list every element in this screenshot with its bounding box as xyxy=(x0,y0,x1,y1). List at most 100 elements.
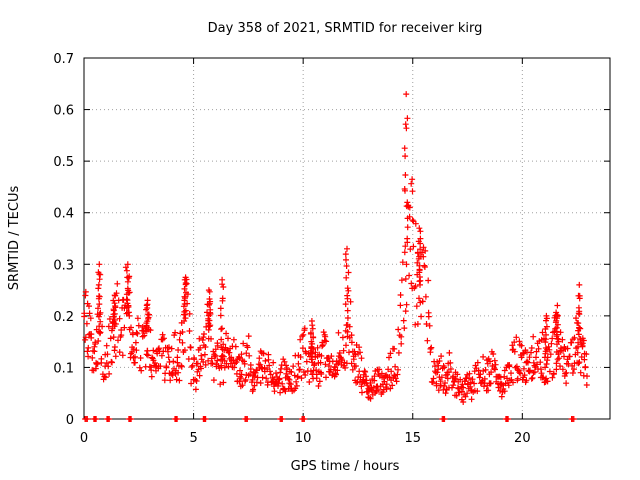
data-point xyxy=(349,366,356,373)
data-point xyxy=(217,312,224,319)
data-point xyxy=(516,369,523,376)
data-point xyxy=(370,384,377,391)
data-point xyxy=(555,351,562,358)
data-point xyxy=(539,329,546,336)
data-point xyxy=(386,354,392,361)
data-point xyxy=(148,373,155,380)
data-point xyxy=(510,379,516,386)
data-point xyxy=(178,363,185,370)
data-point xyxy=(446,349,453,356)
data-point xyxy=(414,249,421,256)
data-point xyxy=(528,349,534,356)
data-point xyxy=(130,346,137,353)
data-point xyxy=(342,251,349,258)
data-point xyxy=(423,321,430,327)
data-point xyxy=(240,340,247,347)
data-point xyxy=(343,263,350,269)
data-point xyxy=(511,339,518,346)
data-point xyxy=(279,416,286,422)
data-point xyxy=(205,287,212,294)
data-point xyxy=(175,347,182,353)
data-point xyxy=(125,309,131,316)
data-point xyxy=(559,366,566,373)
data-point xyxy=(427,345,434,352)
data-point xyxy=(91,348,98,355)
data-point xyxy=(245,333,252,340)
data-point xyxy=(211,353,218,360)
data-point xyxy=(197,344,204,351)
data-point xyxy=(196,372,203,379)
data-point xyxy=(546,346,553,353)
data-point xyxy=(133,329,140,336)
data-point xyxy=(404,115,411,122)
data-point xyxy=(283,362,289,369)
data-point xyxy=(459,381,466,388)
data-point xyxy=(309,325,316,332)
data-point xyxy=(174,359,181,366)
data-point xyxy=(132,359,138,366)
data-point xyxy=(418,313,425,320)
data-point xyxy=(188,380,195,387)
data-point xyxy=(401,186,408,192)
data-point xyxy=(202,416,209,422)
data-point xyxy=(308,318,315,324)
data-point xyxy=(179,339,186,346)
data-point xyxy=(543,361,550,367)
data-point xyxy=(417,253,424,260)
data-point xyxy=(402,243,409,250)
data-point xyxy=(584,373,590,380)
data-point xyxy=(218,326,225,333)
data-point xyxy=(506,362,513,368)
data-point xyxy=(362,368,369,375)
data-point xyxy=(328,353,335,360)
data-point xyxy=(485,387,492,394)
data-point xyxy=(530,359,537,366)
data-point xyxy=(123,296,130,303)
data-point xyxy=(302,372,309,378)
data-point xyxy=(441,416,448,422)
data-point xyxy=(270,359,277,366)
data-point xyxy=(295,360,302,367)
data-point xyxy=(105,363,112,370)
data-point xyxy=(283,366,290,373)
data-point xyxy=(387,350,394,357)
data-point xyxy=(530,333,537,340)
data-point xyxy=(314,344,321,351)
data-point xyxy=(575,327,582,334)
data-point xyxy=(447,359,454,366)
data-point xyxy=(132,353,138,360)
data-point xyxy=(505,382,512,389)
data-point xyxy=(206,296,213,302)
data-point xyxy=(301,416,308,422)
data-point xyxy=(342,364,349,371)
data-point xyxy=(88,334,95,341)
data-point xyxy=(193,378,200,384)
y-tick-label: 0.4 xyxy=(53,207,74,222)
data-point xyxy=(441,364,448,371)
data-point xyxy=(466,370,473,377)
data-point xyxy=(453,392,460,399)
data-point xyxy=(476,374,483,381)
data-point xyxy=(218,344,225,351)
data-point xyxy=(253,379,260,386)
data-point xyxy=(86,310,93,317)
data-point xyxy=(488,369,495,376)
data-point xyxy=(85,353,92,360)
data-point xyxy=(124,297,131,304)
data-point xyxy=(187,344,194,351)
data-point xyxy=(565,361,572,367)
data-point xyxy=(181,293,188,300)
data-point xyxy=(125,302,132,309)
data-point xyxy=(344,315,351,321)
data-point xyxy=(460,384,467,391)
data-point xyxy=(518,342,525,349)
data-point xyxy=(110,297,117,304)
data-point xyxy=(352,363,359,369)
data-point xyxy=(460,399,467,405)
data-point xyxy=(310,334,317,341)
data-point xyxy=(344,245,350,252)
data-point xyxy=(176,377,183,384)
data-point xyxy=(212,346,219,353)
data-point xyxy=(518,354,525,361)
